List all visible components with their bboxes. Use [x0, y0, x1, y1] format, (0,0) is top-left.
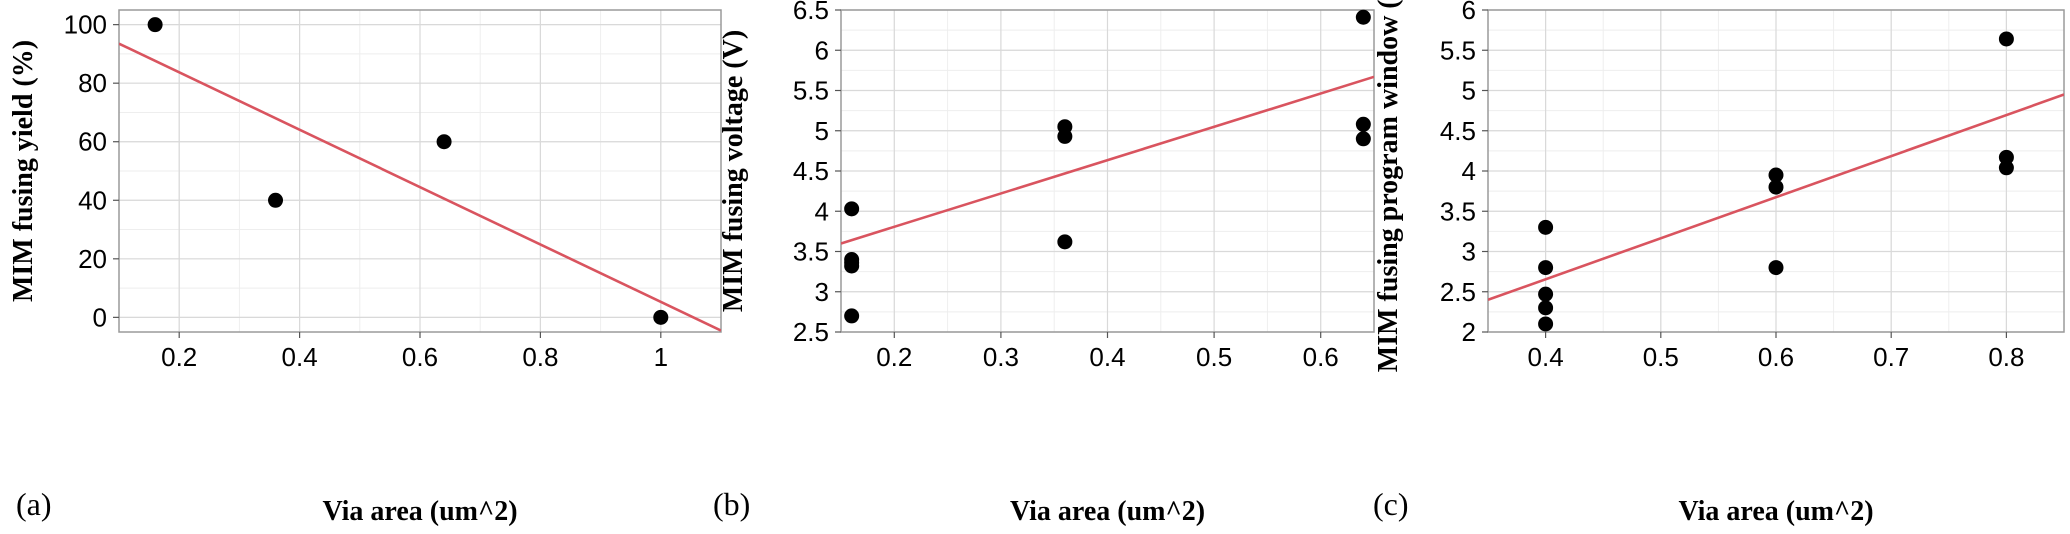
y-tick-label: 4 — [815, 196, 829, 226]
data-point — [1057, 234, 1073, 250]
x-tick-label: 0.4 — [1528, 342, 1564, 372]
y-tick-label: 6.5 — [793, 0, 829, 25]
data-point — [1998, 31, 2014, 47]
y-tick-label: 4.5 — [793, 156, 829, 186]
x-tick-label: 0.8 — [1988, 342, 2024, 372]
data-point — [653, 309, 669, 325]
y-tick-label: 3.5 — [793, 237, 829, 267]
y-tick-label: 3 — [815, 277, 829, 307]
x-axis-label: Via area (um^2) — [1678, 496, 1873, 527]
y-tick-label: 20 — [78, 244, 107, 274]
x-tick-label: 1 — [654, 342, 668, 372]
y-tick-label: 3 — [1462, 237, 1476, 267]
x-tick-label: 0.6 — [402, 342, 438, 372]
x-tick-label: 0.3 — [983, 342, 1019, 372]
data-point — [1355, 116, 1371, 132]
x-axis-label: Via area (um^2) — [1010, 496, 1205, 527]
x-tick-label: 0.4 — [1089, 342, 1125, 372]
data-point — [1538, 286, 1554, 302]
y-tick-label: 3.5 — [1440, 196, 1476, 226]
fit-line — [841, 75, 1374, 245]
y-tick-label: 2.5 — [793, 317, 829, 347]
data-point — [1538, 316, 1554, 332]
y-tick-label: 4.5 — [1440, 116, 1476, 146]
y-tick-label: 0 — [93, 302, 107, 332]
y-axis-label: MIM fusing voltage (V) — [718, 30, 749, 312]
y-axis-label: MIM fusing yield (%) — [8, 40, 39, 302]
x-tick-label: 0.8 — [522, 342, 558, 372]
data-point — [147, 17, 163, 33]
data-point — [1538, 260, 1554, 276]
data-point — [436, 134, 452, 150]
x-axis-label: Via area (um^2) — [322, 496, 517, 527]
data-point — [844, 201, 860, 217]
fit-line — [119, 42, 721, 332]
x-tick-label: 0.2 — [876, 342, 912, 372]
data-point — [1057, 128, 1073, 144]
y-tick-label: 4 — [1462, 156, 1476, 186]
y-tick-label: 80 — [78, 68, 107, 98]
y-tick-label: 6 — [1462, 0, 1476, 25]
y-tick-label: 100 — [64, 10, 107, 40]
data-point — [268, 192, 284, 208]
panel-label: (c) — [1373, 486, 1409, 522]
x-tick-label: 0.7 — [1873, 342, 1909, 372]
data-point — [1538, 219, 1554, 235]
y-tick-label: 5 — [815, 116, 829, 146]
y-tick-label: 5.5 — [793, 76, 829, 106]
data-point — [1998, 160, 2014, 176]
grid — [840, 9, 1375, 333]
data-point — [1768, 167, 1784, 183]
data-point — [1998, 149, 2014, 165]
data-point — [1768, 179, 1784, 195]
data-point — [1538, 300, 1554, 316]
panel-label: (b) — [713, 486, 750, 522]
data-point — [844, 258, 860, 274]
y-axis-label: MIM fusing program window (V) — [1373, 0, 1404, 372]
x-tick-label: 0.6 — [1758, 342, 1794, 372]
panel-label: (a) — [16, 486, 52, 522]
x-tick-label: 0.5 — [1643, 342, 1679, 372]
y-tick-label: 2 — [1462, 317, 1476, 347]
y-tick-label: 2.5 — [1440, 277, 1476, 307]
y-tick-label: 5.5 — [1440, 35, 1476, 65]
x-tick-label: 0.6 — [1303, 342, 1339, 372]
data-point — [1355, 9, 1371, 25]
data-point — [1768, 260, 1784, 276]
x-tick-label: 0.4 — [282, 342, 318, 372]
panel-a-scatter-chart: 0.2 0.4 0.6 0.8 1 0 20 40 60 80 100 Via area (um^2)… — [8, 9, 722, 527]
y-tick-label: 5 — [1462, 76, 1476, 106]
grid — [118, 10, 722, 332]
panel-c-scatter-chart: 0.4 0.5 0.6 0.7 0.8 2 2.5 3 3.5 4 4.5 5 5.5 6 Via area… — [1373, 0, 2065, 527]
y-tick-label: 60 — [78, 127, 107, 157]
x-tick-label: 0.2 — [161, 342, 197, 372]
x-tick-label: 0.5 — [1196, 342, 1232, 372]
y-tick-label: 40 — [78, 185, 107, 215]
y-tick-label: 6 — [815, 35, 829, 65]
data-point — [844, 308, 860, 324]
fit-line — [1488, 93, 2064, 302]
data-point — [1355, 131, 1371, 147]
panel-b-scatter-chart: 0.2 0.3 0.4 0.5 0.6 2.5 3 3.5 4 4.5 5 5.5 6 6.5 Via ar… — [713, 0, 1375, 527]
